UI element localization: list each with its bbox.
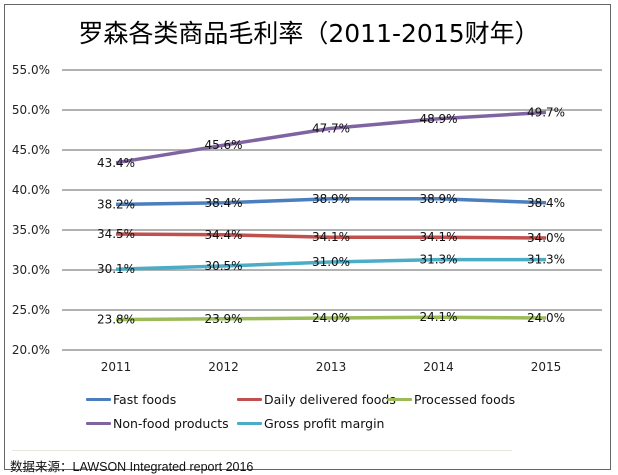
y-tick-label: 20.0% bbox=[12, 343, 50, 357]
legend-label: Processed foods bbox=[414, 392, 516, 407]
x-tick-label: 2015 bbox=[531, 360, 562, 374]
legend-label: Daily delivered foods bbox=[264, 392, 396, 407]
x-tick-label: 2012 bbox=[208, 360, 239, 374]
source-note: 数据来源：LAWSON Integrated report 2016 bbox=[10, 460, 254, 474]
x-tick-label: 2011 bbox=[101, 360, 132, 374]
data-label: 38.4% bbox=[527, 196, 565, 210]
chart-title: 罗森各类商品毛利率（2011-2015财年） bbox=[78, 19, 540, 48]
data-label: 38.9% bbox=[312, 192, 350, 206]
y-tick-label: 30.0% bbox=[12, 263, 50, 277]
divider bbox=[12, 450, 512, 451]
series-line bbox=[115, 257, 546, 271]
legend-swatch bbox=[387, 398, 412, 401]
legend-item: Processed foods bbox=[387, 392, 515, 407]
data-label: 34.1% bbox=[419, 230, 457, 244]
data-label: 34.0% bbox=[527, 231, 565, 245]
data-label: 31.0% bbox=[312, 255, 350, 269]
y-tick-label: 45.0% bbox=[12, 143, 50, 157]
x-tick-label: 2013 bbox=[316, 360, 347, 374]
data-label: 24.0% bbox=[527, 311, 565, 325]
data-label: 24.1% bbox=[419, 310, 457, 324]
y-tick-label: 50.0% bbox=[12, 103, 50, 117]
y-tick-label: 25.0% bbox=[12, 303, 50, 317]
data-label: 34.4% bbox=[204, 228, 242, 242]
data-label: 34.1% bbox=[312, 230, 350, 244]
data-label: 49.7% bbox=[527, 105, 565, 119]
legend-label: Gross profit margin bbox=[264, 416, 385, 431]
legend-swatch bbox=[237, 422, 262, 425]
data-label: 34.5% bbox=[97, 227, 135, 241]
data-label: 43.4% bbox=[97, 156, 135, 170]
data-label: 23.9% bbox=[204, 312, 242, 326]
data-label: 24.0% bbox=[312, 311, 350, 325]
series-line bbox=[115, 197, 547, 207]
legend-item: Non-food products bbox=[86, 416, 229, 431]
x-tick-label: 2014 bbox=[423, 360, 454, 374]
data-label: 30.5% bbox=[204, 259, 242, 273]
data-label: 38.9% bbox=[419, 192, 457, 206]
legend-item: Daily delivered foods bbox=[237, 392, 396, 407]
data-label: 38.4% bbox=[204, 196, 242, 210]
y-tick-label: 35.0% bbox=[12, 223, 50, 237]
data-label: 23.8% bbox=[97, 313, 135, 327]
data-label: 45.6% bbox=[204, 138, 242, 152]
y-tick-label: 55.0% bbox=[12, 63, 50, 77]
series-line bbox=[115, 110, 547, 165]
data-label: 30.1% bbox=[97, 262, 135, 276]
legend-swatch bbox=[237, 398, 262, 401]
series-line bbox=[115, 232, 547, 240]
legend-swatch bbox=[86, 398, 111, 401]
legend-item: Gross profit margin bbox=[237, 416, 384, 431]
y-tick-label: 40.0% bbox=[12, 183, 50, 197]
legend-item: Fast foods bbox=[86, 392, 176, 407]
series-line bbox=[115, 315, 547, 322]
legend-label: Fast foods bbox=[113, 392, 177, 407]
data-label: 38.2% bbox=[97, 197, 135, 211]
data-label: 31.3% bbox=[527, 253, 565, 267]
data-label: 31.3% bbox=[419, 253, 457, 267]
data-label: 47.7% bbox=[312, 121, 350, 135]
data-label: 48.9% bbox=[419, 112, 457, 126]
legend-swatch bbox=[86, 422, 111, 425]
legend-label: Non-food products bbox=[113, 416, 229, 431]
